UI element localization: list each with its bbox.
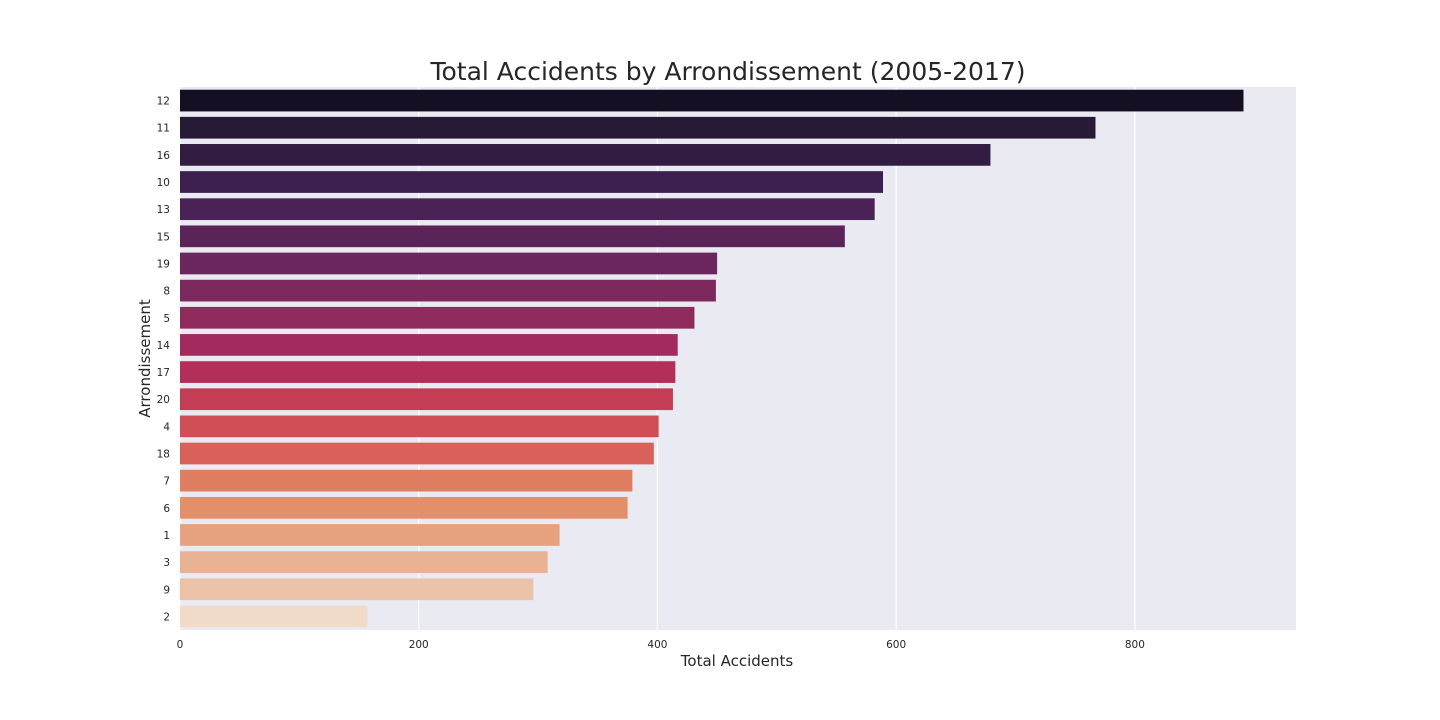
bar-arrondissement-7: [180, 469, 633, 492]
y-tick-label: 13: [157, 204, 170, 216]
plot-area: [180, 87, 1296, 630]
bar-arrondissement-9: [180, 578, 534, 601]
x-tick-label: 200: [409, 639, 429, 651]
bar-arrondissement-4: [180, 415, 659, 438]
bar-arrondissement-10: [180, 171, 884, 193]
y-tick-label: 18: [157, 449, 170, 461]
y-tick-label: 11: [157, 123, 170, 135]
y-tick-label: 12: [157, 96, 170, 108]
y-tick-label: 17: [157, 367, 170, 379]
x-tick-labels: 0 200 400 600 800: [177, 639, 1145, 651]
y-tick-label: 4: [163, 421, 170, 433]
x-tick-label: 600: [886, 639, 906, 651]
y-tick-label: 15: [157, 231, 170, 243]
y-tick-label: 16: [157, 150, 171, 162]
x-tick-label: 400: [647, 639, 667, 651]
x-tick-label: 800: [1125, 639, 1145, 651]
bar-arrondissement-11: [180, 116, 1096, 139]
y-tick-label: 9: [163, 584, 170, 596]
y-tick-label: 1: [163, 530, 170, 542]
bar-arrondissement-15: [180, 225, 845, 248]
y-axis-label: Arrondissement: [136, 299, 154, 418]
bar-arrondissement-19: [180, 252, 718, 275]
bar-arrondissement-16: [180, 144, 991, 166]
bars: [180, 89, 1244, 628]
y-tick-label: 2: [163, 611, 170, 623]
x-axis-label: Total Accidents: [680, 652, 794, 670]
y-tick-label: 6: [163, 503, 170, 515]
bar-arrondissement-18: [180, 442, 654, 465]
y-tick-label: 19: [157, 258, 170, 270]
y-tick-label: 20: [157, 394, 170, 406]
y-tick-label: 10: [157, 177, 170, 189]
bar-arrondissement-14: [180, 334, 678, 356]
x-tick-label: 0: [177, 639, 184, 651]
chart-title: Total Accidents by Arrondissement (2005-…: [429, 57, 1025, 86]
y-tick-label: 7: [163, 476, 170, 488]
bar-arrondissement-3: [180, 551, 548, 573]
bar-arrondissement-13: [180, 198, 875, 221]
bar-arrondissement-6: [180, 496, 628, 519]
bar-arrondissement-20: [180, 388, 673, 411]
y-tick-label: 3: [163, 557, 170, 569]
y-tick-label: 5: [163, 313, 170, 325]
bar-arrondissement-1: [180, 524, 560, 546]
bar-arrondissement-8: [180, 279, 716, 302]
bar-arrondissement-17: [180, 361, 676, 383]
bar-arrondissement-2: [180, 605, 368, 628]
y-tick-label: 8: [163, 286, 170, 298]
y-tick-label: 14: [157, 340, 171, 352]
bar-arrondissement-12: [180, 89, 1244, 112]
bar-arrondissement-5: [180, 306, 695, 329]
